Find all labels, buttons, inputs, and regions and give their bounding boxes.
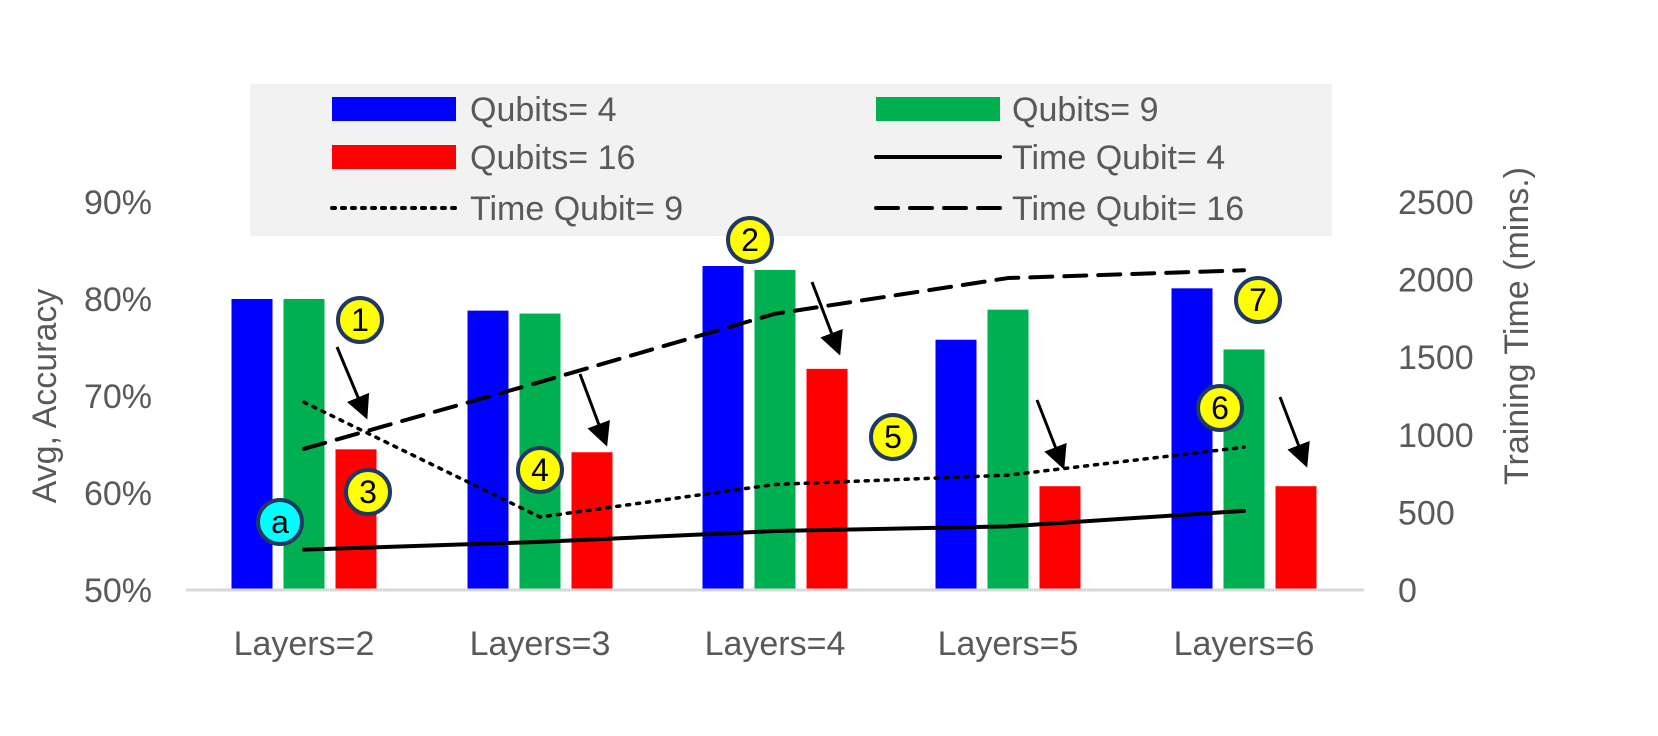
bar-qubits-16-5 — [1275, 486, 1317, 590]
x-tick-label: Layers=2 — [234, 625, 375, 663]
annotation-marker-7 — [1234, 276, 1282, 324]
annotation-marker-3 — [344, 468, 392, 516]
legend-label-time-qubit-4: Time Qubit= 4 — [1012, 139, 1225, 177]
y2-tick-label: 1000 — [1398, 417, 1474, 455]
y2-axis-title: Training Time (mins.) — [1498, 167, 1536, 485]
annotation-label-7: 7 — [1249, 282, 1267, 318]
line-time-qubit-4 — [302, 508, 1246, 552]
annotation-arrow — [1278, 396, 1310, 468]
annotation-label-a: a — [271, 504, 289, 540]
annotation-label-2: 2 — [741, 222, 759, 258]
bar-qubits-9-5 — [1223, 349, 1265, 590]
annotation-marker-2 — [726, 216, 774, 264]
annotation-label-3: 3 — [359, 474, 377, 510]
annotation-label-4: 4 — [531, 452, 549, 488]
annotation-arrow — [810, 281, 843, 356]
bar-qubits-16-2 — [571, 452, 613, 590]
annotation-label-5: 5 — [884, 419, 902, 455]
annotation-arrow — [578, 373, 610, 447]
x-tick-label: Layers=5 — [938, 625, 1079, 663]
y-tick-label: 60% — [84, 475, 152, 513]
line-time-qubit-9 — [302, 400, 1246, 519]
bar-qubits-16-4 — [1039, 486, 1081, 590]
y-tick-label: 90% — [84, 184, 152, 222]
legend-swatch-qubits-16 — [332, 145, 456, 169]
annotation-marker-1 — [336, 296, 384, 344]
y-tick-label: 50% — [84, 572, 152, 610]
legend-label-time-qubit-9: Time Qubit= 9 — [470, 190, 683, 228]
annotation-arrow — [335, 346, 370, 420]
annotation-arrow — [1035, 399, 1067, 470]
legend-label-qubits-9: Qubits= 9 — [1012, 91, 1158, 129]
bar-qubits-16-3 — [806, 368, 848, 590]
x-tick-label: Layers=6 — [1174, 625, 1315, 663]
y2-tick-label: 500 — [1398, 494, 1455, 532]
y-tick-label: 70% — [84, 378, 152, 416]
y-tick-label: 80% — [84, 281, 152, 319]
bar-qubits-4-2 — [467, 310, 509, 590]
bar-qubits-9-4 — [987, 309, 1029, 590]
y2-tick-label: 1500 — [1398, 339, 1474, 377]
annotation-marker-5 — [869, 413, 917, 461]
y-axis-title: Avg, Accuracy — [26, 289, 64, 504]
legend-swatch-qubits-9 — [876, 97, 1000, 121]
annotation-marker-4 — [516, 446, 564, 494]
legend-swatch-qubits-4 — [332, 97, 456, 121]
y2-tick-label: 2500 — [1398, 184, 1474, 222]
legend-label-qubits-16: Qubits= 16 — [470, 139, 635, 177]
bar-qubits-4-4 — [935, 339, 977, 590]
bar-qubits-4-3 — [702, 266, 744, 590]
annotation-label-1: 1 — [351, 302, 369, 338]
x-tick-label: Layers=4 — [705, 625, 846, 663]
y2-tick-label: 0 — [1398, 572, 1417, 610]
annotation-label-6: 6 — [1211, 390, 1229, 426]
legend-label-qubits-4: Qubits= 4 — [470, 91, 616, 129]
bar-qubits-9-3 — [754, 269, 796, 590]
annotation-marker-6 — [1196, 384, 1244, 432]
annotation-marker-a — [256, 498, 304, 546]
legend-label-time-qubit-16: Time Qubit= 16 — [1012, 190, 1244, 228]
bar-qubits-4-1 — [231, 299, 273, 590]
bar-qubits-4-5 — [1171, 288, 1213, 590]
line-time-qubit-16 — [302, 268, 1246, 451]
y2-tick-label: 2000 — [1398, 262, 1474, 300]
x-tick-label: Layers=3 — [470, 625, 611, 663]
